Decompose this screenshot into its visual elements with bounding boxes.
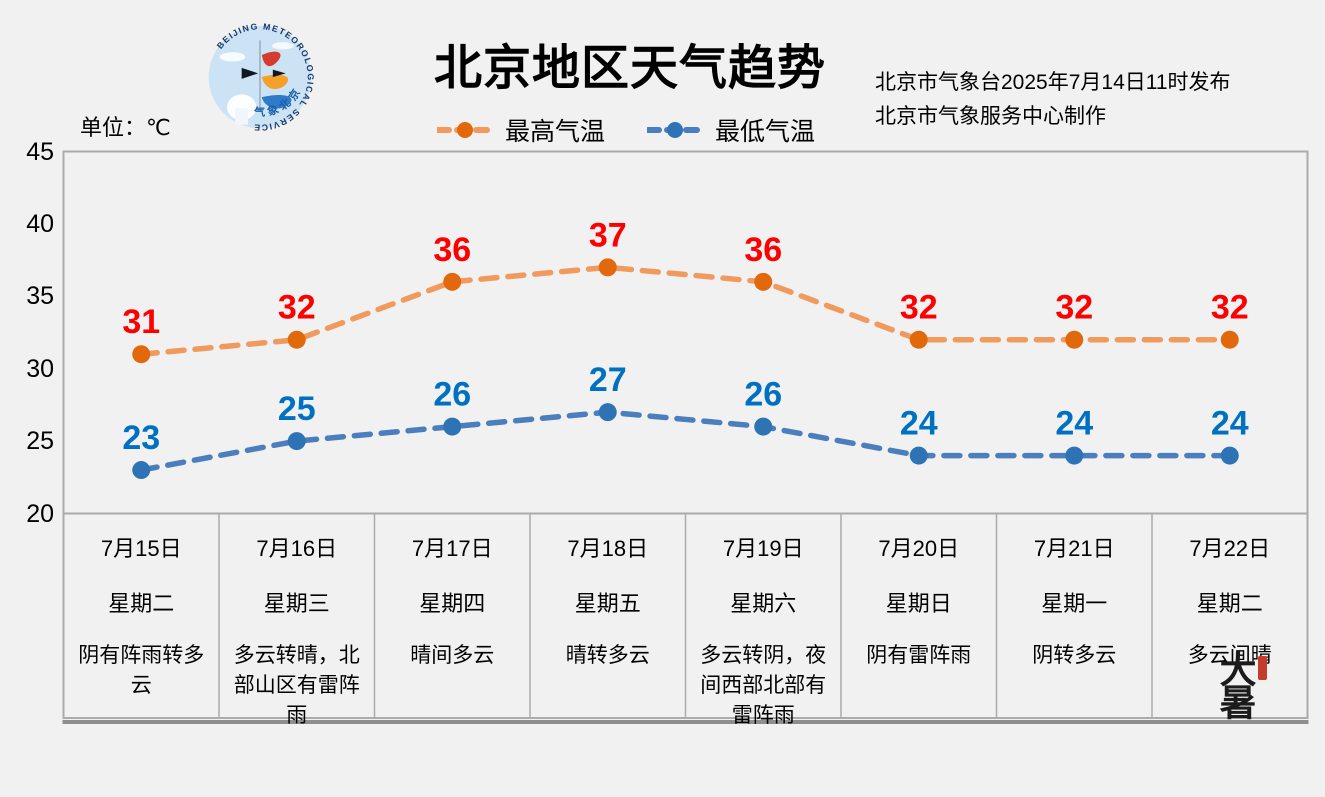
logo-orange-swoosh (261, 74, 289, 90)
legend-item-low: 最低气温 (647, 112, 815, 148)
day-weather-text: 晴转多云 (565, 643, 650, 667)
day-cell: 7月15日星期二阴有阵雨转多云 (64, 514, 220, 719)
agency-logo: BEIJING METEOROLOGICAL SERVICE 气象北京 (205, 20, 315, 134)
high-temp-value-label: 32 (1055, 289, 1093, 327)
high-temp-value-label: 31 (122, 303, 160, 341)
day-weekday-label: 星期三 (263, 590, 330, 616)
solar-term-stamp: 大暑 (1213, 650, 1257, 716)
y-axis-tick-label: 40 (26, 209, 54, 238)
day-weather-text: 多云转阴，夜间西部北部有雷阵雨 (700, 643, 827, 727)
day-date-label: 7月22日 (1189, 535, 1271, 561)
day-cell: 7月18日星期五晴转多云 (530, 514, 686, 719)
day-weather-text: 多云间晴 (1187, 643, 1272, 667)
day-date-label: 7月19日 (722, 535, 804, 561)
low-temp-point (1065, 446, 1084, 465)
y-axis-tick-label: 25 (26, 427, 54, 456)
day-weather-text: 晴间多云 (410, 643, 495, 667)
day-date-label: 7月18日 (567, 535, 649, 561)
logo-radar-base (235, 108, 249, 125)
low-temp-value-label: 26 (744, 376, 782, 414)
low-temp-line (138, 409, 1233, 473)
day-date-label: 7月16日 (256, 535, 338, 561)
low-temp-value-label: 26 (433, 376, 471, 414)
chart-legend: 最高气温 最低气温 (437, 112, 815, 148)
day-date-label: 7月17日 (411, 535, 493, 561)
day-cell: 7月17日星期四晴间多云 (375, 514, 531, 719)
day-weekday-label: 星期五 (574, 590, 641, 616)
high-temp-point (132, 345, 151, 364)
logo-blue-swoosh (261, 94, 292, 109)
high-temp-line (138, 264, 1233, 357)
low-temp-value-label: 24 (900, 405, 938, 443)
high-temp-point (598, 258, 617, 277)
y-axis-tick-label: 20 (26, 499, 54, 528)
day-weather-text: 多云转晴，北部山区有雷阵雨 (233, 643, 360, 727)
high-temp-point (1220, 330, 1239, 349)
day-cell: 7月19日星期六多云转阴，夜间西部北部有雷阵雨 (686, 514, 842, 727)
high-temp-value-label: 32 (1211, 289, 1249, 327)
day-weather-text: 阴转多云 (1032, 643, 1117, 667)
low-temp-value-label: 24 (1055, 405, 1093, 443)
low-temp-value-label: 24 (1211, 405, 1249, 443)
low-temp-point (287, 432, 306, 451)
logo-badge-graphic: BEIJING METEOROLOGICAL SERVICE 气象北京 (208, 21, 314, 133)
day-weekday-label: 星期二 (108, 590, 175, 616)
low-temp-point (443, 417, 462, 436)
high-temp-value-label: 37 (589, 216, 627, 254)
day-date-label: 7月15日 (100, 535, 182, 561)
low-temp-point (754, 417, 773, 436)
y-axis-tick-label: 35 (26, 282, 54, 311)
low-temp-legend-marker-icon (647, 122, 704, 138)
high-temp-value-label: 36 (744, 231, 782, 269)
y-axis-tick-label: 45 (26, 137, 54, 166)
day-weekday-label: 星期四 (419, 590, 486, 616)
high-temp-legend-marker-icon (437, 122, 493, 138)
day-date-label: 7月21日 (1033, 535, 1115, 561)
legend-item-high: 最高气温 (437, 112, 605, 148)
day-weekday-label: 星期日 (885, 590, 952, 616)
issue-line-1: 北京市气象台2025年7月14日11时发布 (875, 71, 1231, 94)
low-temp-point (909, 446, 928, 465)
day-cell: 7月21日星期一阴转多云 (997, 514, 1153, 719)
issue-line-2: 北京市气象服务中心制作 (875, 105, 1106, 128)
high-temp-value-label: 32 (278, 289, 316, 327)
day-cell: 7月20日星期日阴有雷阵雨 (841, 514, 997, 719)
high-temp-point (754, 272, 773, 291)
issue-info: 北京市气象台2025年7月14日11时发布 北京市气象服务中心制作 (875, 66, 1231, 134)
low-temp-point (598, 403, 617, 422)
logo-wind-arrow-right (272, 69, 286, 77)
day-cell: 7月22日星期二多云间晴 (1152, 514, 1308, 719)
high-temp-value-label: 36 (433, 231, 471, 269)
high-temp-point (287, 330, 306, 349)
day-weather-text: 阴有阵雨转多云 (78, 643, 205, 697)
legend-label: 最低气温 (715, 118, 816, 146)
high-temp-point (1065, 330, 1084, 349)
logo-radar-dome (227, 94, 257, 121)
high-temp-value-label: 32 (900, 289, 938, 327)
day-weekday-label: 星期六 (730, 590, 797, 616)
day-weekday-label: 星期二 (1196, 590, 1263, 616)
high-temp-point (909, 330, 928, 349)
logo-red-swoosh (261, 51, 281, 67)
low-temp-value-label: 27 (589, 361, 627, 399)
low-temp-value-label: 23 (122, 419, 160, 457)
stamp-red-seal-icon (1258, 656, 1267, 680)
low-temp-point (132, 461, 151, 480)
logo-wind-arrow-left (241, 67, 259, 79)
unit-label: 单位：℃ (80, 115, 171, 140)
day-weather-text: 阴有雷阵雨 (866, 643, 972, 667)
high-temp-point (443, 272, 462, 291)
legend-label: 最高气温 (505, 118, 606, 146)
day-date-label: 7月20日 (878, 535, 960, 561)
low-temp-point (1220, 446, 1239, 465)
day-weekday-label: 星期一 (1041, 590, 1108, 616)
day-cell: 7月16日星期三多云转晴，北部山区有雷阵雨 (219, 514, 375, 727)
page-title: 北京地区天气趋势 (433, 42, 826, 95)
y-axis-tick-label: 30 (26, 354, 54, 383)
low-temp-value-label: 25 (278, 390, 316, 428)
